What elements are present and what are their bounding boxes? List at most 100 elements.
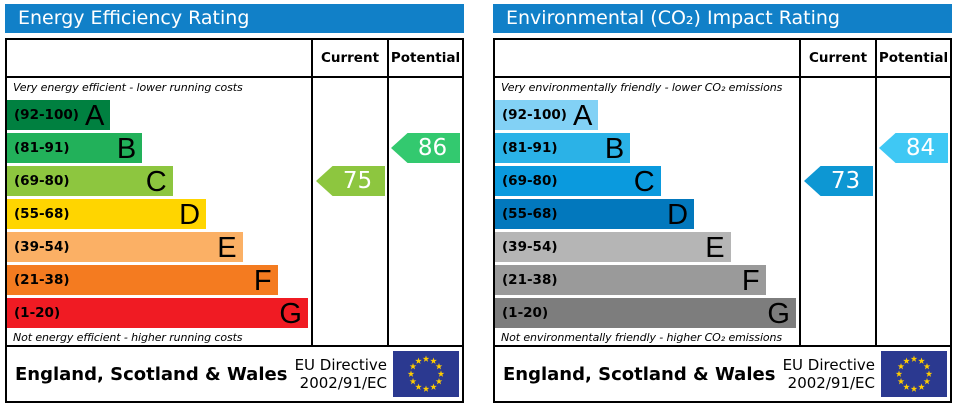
co2-band-area: Very environmentally friendly - lower CO… <box>495 78 799 345</box>
co2-chart-table: Current Potential Very environmentally f… <box>493 38 952 403</box>
band-letter: B <box>604 133 625 165</box>
co2-band-row-d: (55-68) D <box>495 199 799 232</box>
band-range: (81-91) <box>14 140 70 156</box>
co2-footer: England, Scotland & Wales EU Directive 2… <box>495 345 950 401</box>
co2-potential-value: 84 <box>905 135 936 161</box>
co2-band-row-c: (69-80) C <box>495 166 799 199</box>
co2-current-value: 73 <box>830 168 861 194</box>
band-letter: G <box>279 298 302 330</box>
energy-potential-column: 86 <box>387 78 462 345</box>
energy-current-column: 75 <box>311 78 387 345</box>
co2-current-arrow: 73 <box>804 166 873 196</box>
band-range: (1-20) <box>14 305 61 321</box>
energy-band-g: (1-20) G <box>7 298 308 330</box>
eu-directive-line1: EU Directive <box>782 356 875 374</box>
co2-band-g: (1-20) G <box>495 298 796 330</box>
energy-panel-title: Energy Efficiency Rating <box>5 4 464 33</box>
eu-directive-line2: 2002/91/EC <box>299 374 387 392</box>
co2-panel-title: Environmental (CO₂) Impact Rating <box>493 4 952 33</box>
band-range: (1-20) <box>502 305 549 321</box>
band-range: (21-38) <box>14 272 70 288</box>
energy-band-area: Very energy efficient - lower running co… <box>7 78 311 345</box>
co2-top-caption: Very environmentally friendly - lower CO… <box>501 81 783 94</box>
energy-band-row-b: (81-91) B <box>7 133 311 166</box>
energy-header-row: Current Potential <box>7 40 462 78</box>
co2-header-spacer <box>495 40 799 76</box>
co2-band-row-f: (21-38) F <box>495 265 799 298</box>
co2-potential-header: Potential <box>875 40 950 76</box>
energy-main-row: Very energy efficient - lower running co… <box>7 78 462 345</box>
eu-flag-icon <box>393 351 459 397</box>
co2-region-label: England, Scotland & Wales <box>503 363 776 385</box>
band-letter: C <box>633 166 655 198</box>
band-range: (55-68) <box>502 206 558 222</box>
energy-current-arrow: 75 <box>316 166 385 196</box>
energy-band-e: (39-54) E <box>7 232 243 264</box>
band-range: (69-80) <box>502 173 558 189</box>
co2-band-b: (81-91) B <box>495 133 631 165</box>
band-letter: A <box>85 100 105 132</box>
co2-current-header: Current <box>799 40 875 76</box>
energy-region-label: England, Scotland & Wales <box>15 363 288 385</box>
energy-header-spacer <box>7 40 311 76</box>
energy-panel-title-text: Energy Efficiency Rating <box>18 7 250 29</box>
energy-potential-value: 86 <box>417 135 448 161</box>
energy-bottom-caption: Not energy efficient - higher running co… <box>13 331 243 344</box>
energy-chart-table: Current Potential Very energy efficient … <box>5 38 464 403</box>
band-range: (39-54) <box>502 239 558 255</box>
co2-band-f: (21-38) F <box>495 265 766 297</box>
band-range: (92-100) <box>14 107 79 123</box>
eu-directive-line2: 2002/91/EC <box>787 374 875 392</box>
co2-band-c: (69-80) C <box>495 166 661 198</box>
energy-potential-arrow: 86 <box>391 133 460 163</box>
band-range: (69-80) <box>14 173 70 189</box>
co2-impact-panel: Environmental (CO₂) Impact Rating Curren… <box>493 4 952 403</box>
band-letter: A <box>573 100 593 132</box>
energy-efficiency-panel: Energy Efficiency Rating Current Potenti… <box>5 4 464 403</box>
energy-band-f: (21-38) F <box>7 265 278 297</box>
co2-band-d: (55-68) D <box>495 199 695 231</box>
energy-band-row-a: (92-100) A <box>7 100 311 133</box>
band-letter: D <box>179 199 201 231</box>
co2-band-row-a: (92-100) A <box>495 100 799 133</box>
co2-band-row-g: (1-20) G <box>495 298 799 331</box>
energy-band-c: (69-80) C <box>7 166 173 198</box>
energy-band-a: (92-100) A <box>7 100 111 132</box>
co2-header-row: Current Potential <box>495 40 950 78</box>
energy-band-b: (81-91) B <box>7 133 143 164</box>
energy-band-row-c: (69-80) C <box>7 166 311 199</box>
co2-main-row: Very environmentally friendly - lower CO… <box>495 78 950 345</box>
co2-band-a: (92-100) A <box>495 100 599 132</box>
co2-band-row-e: (39-54) E <box>495 232 799 265</box>
energy-band-row-e: (39-54) E <box>7 232 311 265</box>
band-range: (55-68) <box>14 206 70 222</box>
co2-eu-directive: EU Directive 2002/91/EC <box>783 356 875 392</box>
energy-current-header: Current <box>311 40 387 76</box>
band-range: (21-38) <box>502 272 558 288</box>
co2-current-column: 73 <box>799 78 875 345</box>
energy-band-d: (55-68) D <box>7 199 207 231</box>
energy-potential-header: Potential <box>387 40 462 76</box>
energy-eu-directive: EU Directive 2002/91/EC <box>295 356 387 392</box>
energy-current-value: 75 <box>342 168 373 194</box>
energy-footer: England, Scotland & Wales EU Directive 2… <box>7 345 462 401</box>
band-letter: D <box>667 199 689 231</box>
band-letter: C <box>145 166 167 198</box>
co2-potential-column: 84 <box>875 78 950 345</box>
co2-potential-arrow: 84 <box>879 133 948 163</box>
band-letter: F <box>253 265 272 297</box>
co2-bottom-caption: Not environmentally friendly - higher CO… <box>501 331 783 344</box>
eu-flag-icon <box>881 351 947 397</box>
band-letter: G <box>767 298 790 330</box>
band-letter: F <box>741 265 760 297</box>
energy-top-caption: Very energy efficient - lower running co… <box>13 81 243 94</box>
co2-band-row-b: (81-91) B <box>495 133 799 166</box>
energy-band-row-f: (21-38) F <box>7 265 311 298</box>
band-range: (81-91) <box>502 140 558 156</box>
band-letter: E <box>217 232 237 264</box>
co2-panel-title-text: Environmental (CO₂) Impact Rating <box>506 7 840 29</box>
band-letter: E <box>705 232 725 264</box>
energy-band-row-g: (1-20) G <box>7 298 311 331</box>
eu-directive-line1: EU Directive <box>294 356 387 374</box>
